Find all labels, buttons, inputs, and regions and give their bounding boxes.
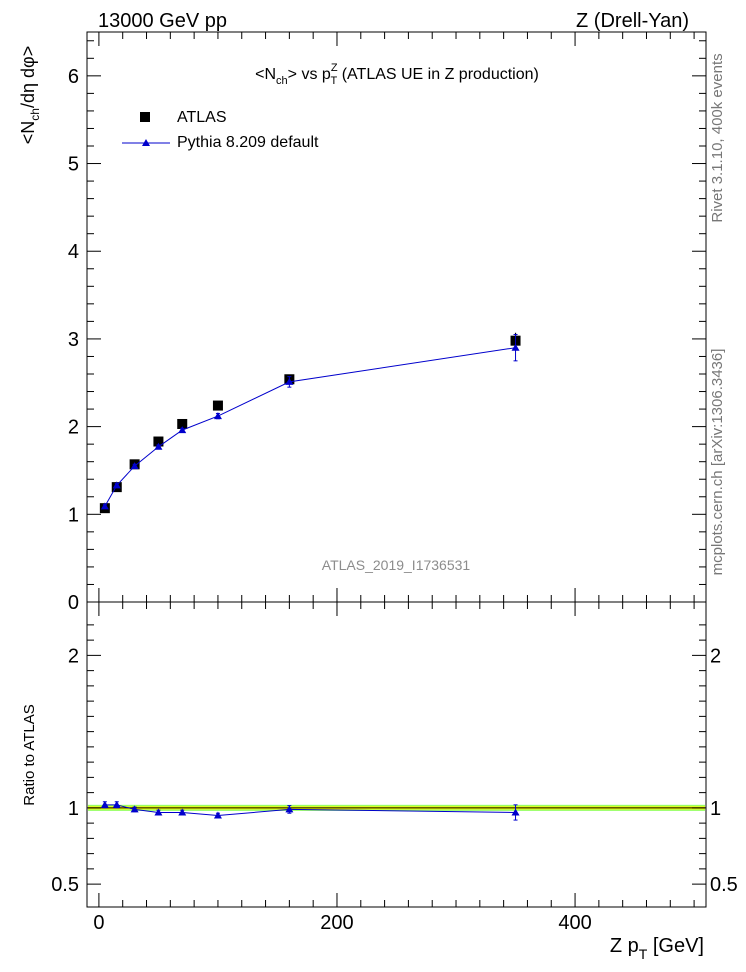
x-tick-label: 200 xyxy=(320,912,353,934)
analysis-watermark: ATLAS_2019_I1736531 xyxy=(322,557,471,573)
ratio-y-tick-label: 2 xyxy=(68,645,79,667)
pythia-data-point xyxy=(112,481,121,489)
pythia-data-point xyxy=(100,502,109,510)
main-data-marks xyxy=(99,332,521,514)
main-axes: 0 1 2 3 4 5 6 xyxy=(68,40,706,614)
ratio-data-point xyxy=(511,808,520,816)
ratio-band xyxy=(88,804,705,811)
x-axis-ticks: 0 200 400 xyxy=(93,32,695,934)
header-right: Z (Drell-Yan) xyxy=(576,10,689,32)
ratio-data-marks xyxy=(100,800,520,821)
ratio-y-tick-label: 0.5 xyxy=(51,874,79,896)
legend: ATLAS Pythia 8.209 default xyxy=(122,109,319,151)
ratio-plot-frame xyxy=(86,601,707,908)
ratio-y-tick-label-right: 0.5 xyxy=(710,874,738,896)
atlas-data-point xyxy=(177,418,188,429)
ratio-axes: 0.5 0.5 1 1 2 2 xyxy=(51,624,738,896)
main-y-tick-label: 6 xyxy=(68,66,79,88)
ratio-data-point xyxy=(130,805,139,813)
main-y-axis-label: <Nch/dη dφ> xyxy=(18,46,42,144)
pythia-data-point xyxy=(130,462,139,470)
rivet-label: Rivet 3.1.10, 400k events xyxy=(709,53,726,222)
pythia-data-point xyxy=(285,377,294,385)
pythia-data-point xyxy=(213,412,222,420)
pythia-line xyxy=(104,347,516,507)
mcplots-label: mcplots.cern.ch [arXiv:1306.3436] xyxy=(709,349,726,576)
ratio-data-point xyxy=(213,811,222,819)
ratio-y-tick-label: 1 xyxy=(68,798,79,820)
main-y-tick-label: 1 xyxy=(68,504,79,526)
chart-title: <Nch> vs pZ T (ATLAS UE in Z production) xyxy=(255,62,539,87)
legend-atlas-marker xyxy=(140,112,150,122)
pythia-data-point xyxy=(154,442,163,450)
ratio-data-point xyxy=(112,800,121,808)
x-tick-label: 400 xyxy=(558,912,591,934)
ratio-y-tick-label-right: 2 xyxy=(710,645,721,667)
ratio-data-point xyxy=(100,800,109,808)
x-axis-label: Z pT [GeV] xyxy=(610,935,704,962)
pythia-data-point xyxy=(178,426,187,434)
ratio-data-point xyxy=(154,808,163,816)
ratio-y-axis-label: Ratio to ATLAS xyxy=(21,704,38,805)
ratio-data-point xyxy=(178,808,187,816)
main-y-tick-label: 2 xyxy=(68,417,79,439)
atlas-data-point xyxy=(212,400,223,411)
legend-atlas-label: ATLAS xyxy=(177,109,227,126)
ratio-data-point xyxy=(285,805,294,813)
legend-pythia-label: Pythia 8.209 default xyxy=(177,134,319,151)
main-y-tick-label: 5 xyxy=(68,154,79,176)
main-y-tick-label: 3 xyxy=(68,329,79,351)
ratio-pythia-line xyxy=(104,804,516,817)
ratio-y-tick-label-right: 1 xyxy=(710,798,721,820)
main-y-tick-label: 4 xyxy=(68,241,79,263)
main-y-tick-label: 0 xyxy=(68,592,79,614)
atlas-data-point xyxy=(153,436,164,447)
x-tick-label: 0 xyxy=(93,912,104,934)
header-left: 13000 GeV pp xyxy=(98,10,227,32)
legend-pythia-marker xyxy=(142,139,150,146)
pythia-data-point xyxy=(511,343,520,351)
